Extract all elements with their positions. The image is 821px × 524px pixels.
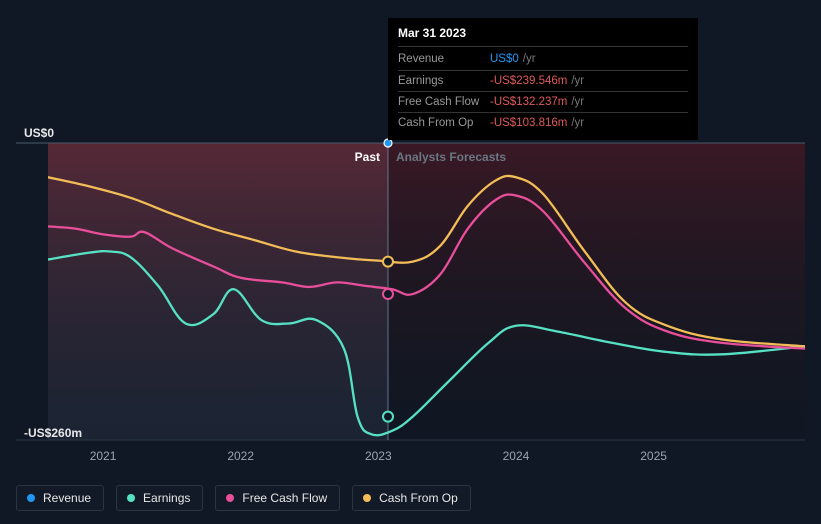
legend-item-free-cash-flow[interactable]: Free Cash Flow xyxy=(215,485,340,511)
tooltip-row-unit: /yr xyxy=(571,114,584,132)
tooltip-row-unit: /yr xyxy=(571,72,584,90)
legend-dot-icon xyxy=(27,494,35,502)
x-tick: 2024 xyxy=(503,449,530,463)
tooltip-row-label: Earnings xyxy=(398,72,490,90)
legend: Revenue Earnings Free Cash Flow Cash From O… xyxy=(16,485,471,511)
tooltip-row-label: Free Cash Flow xyxy=(398,93,490,111)
legend-item-label: Earnings xyxy=(143,491,190,505)
legend-item-label: Free Cash Flow xyxy=(242,491,327,505)
tooltip-row: RevenueUS$0/yr xyxy=(398,49,688,70)
tooltip-row-value: US$0 xyxy=(490,50,519,68)
legend-item-label: Cash From Op xyxy=(379,491,458,505)
y-axis-top-label: US$0 xyxy=(24,126,54,140)
x-tick: 2023 xyxy=(365,449,392,463)
legend-dot-icon xyxy=(363,494,371,502)
legend-item-cash-from-op[interactable]: Cash From Op xyxy=(352,485,471,511)
legend-dot-icon xyxy=(127,494,135,502)
tooltip-row-value: -US$103.816m xyxy=(490,114,567,132)
tooltip-row-unit: /yr xyxy=(523,50,536,68)
tooltip-row: Free Cash Flow-US$132.237m/yr xyxy=(398,92,688,113)
chart-container: US$0 -US$260m Past Analysts Forecasts 20… xyxy=(0,0,821,524)
tooltip-row-unit: /yr xyxy=(571,93,584,111)
legend-item-earnings[interactable]: Earnings xyxy=(116,485,203,511)
x-tick: 2025 xyxy=(640,449,667,463)
legend-item-revenue[interactable]: Revenue xyxy=(16,485,104,511)
past-region-label: Past xyxy=(355,150,380,164)
legend-item-label: Revenue xyxy=(43,491,91,505)
x-tick: 2021 xyxy=(90,449,117,463)
y-axis-bot-label: -US$260m xyxy=(24,426,82,440)
x-tick: 2022 xyxy=(227,449,254,463)
forecast-region-label: Analysts Forecasts xyxy=(396,150,506,164)
tooltip-title: Mar 31 2023 xyxy=(398,24,688,47)
tooltip-row: Earnings-US$239.546m/yr xyxy=(398,71,688,92)
tooltip-row-value: -US$132.237m xyxy=(490,93,567,111)
tooltip-row-label: Revenue xyxy=(398,50,490,68)
tooltip-row: Cash From Op-US$103.816m/yr xyxy=(398,113,688,133)
tooltip-row-value: -US$239.546m xyxy=(490,72,567,90)
legend-dot-icon xyxy=(226,494,234,502)
chart-tooltip: Mar 31 2023 RevenueUS$0/yrEarnings-US$23… xyxy=(388,18,698,140)
tooltip-row-label: Cash From Op xyxy=(398,114,490,132)
